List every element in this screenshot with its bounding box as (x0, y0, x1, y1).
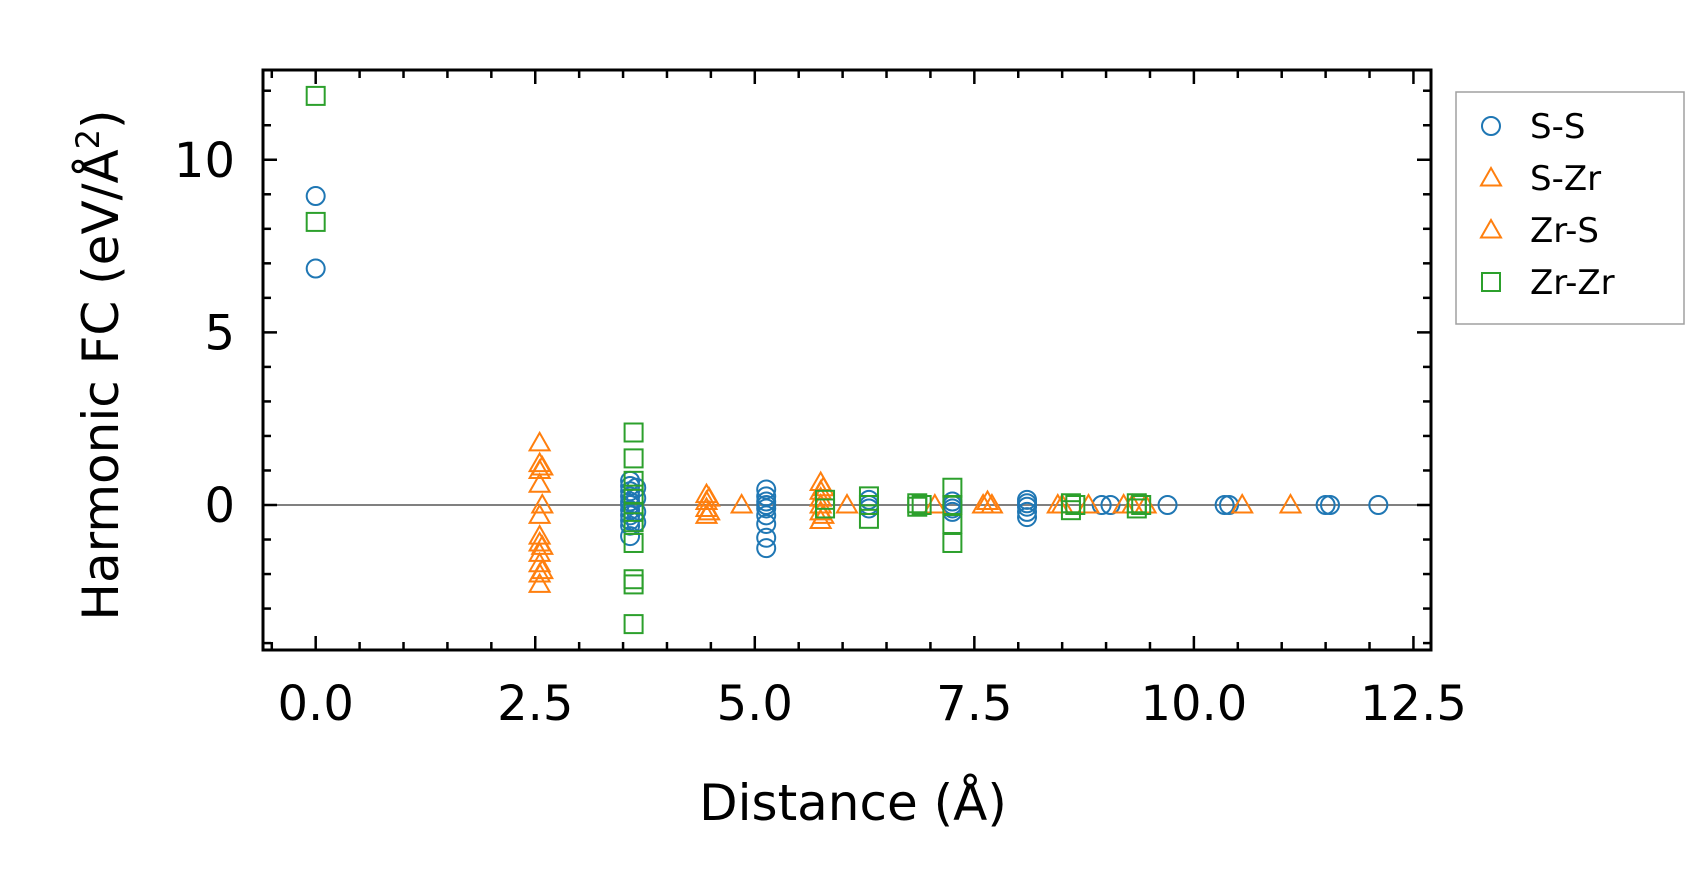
data-point (1100, 495, 1121, 515)
data-point (305, 85, 326, 106)
legend-entry: Zr-Zr (1481, 263, 1615, 303)
data-point (623, 448, 644, 469)
data-point (811, 475, 836, 497)
legend-marker (1481, 116, 1501, 136)
data-point (1230, 492, 1254, 514)
legend-marker (1479, 217, 1503, 239)
data-point (623, 532, 644, 553)
legend-label: Zr-Zr (1530, 263, 1615, 303)
legend-label: Zr-S (1530, 211, 1599, 251)
data-point (697, 499, 721, 521)
data-point (1278, 492, 1303, 514)
data-point (623, 470, 644, 491)
data-point (527, 503, 552, 524)
data-point (729, 492, 754, 514)
axis-ticks (263, 70, 1431, 650)
data-point (1157, 495, 1178, 515)
legend-marker (1479, 165, 1503, 187)
y-tick-label: 5 (204, 305, 235, 361)
data-point (620, 526, 641, 547)
y-tick-label: 10 (174, 133, 235, 189)
y-axis-label: Harmonic FC (eV/Å2) (69, 109, 130, 620)
series-s-s (305, 186, 1389, 559)
data-point (1214, 495, 1235, 515)
legend-entry: S-Zr (1479, 159, 1601, 199)
x-tick-label: 7.5 (936, 676, 1012, 732)
data-point (1017, 496, 1038, 517)
data-point (527, 572, 552, 593)
data-point (907, 496, 928, 517)
data-point (527, 430, 552, 452)
x-tick-label: 2.5 (497, 676, 573, 732)
data-point (858, 495, 879, 515)
data-point (911, 495, 932, 515)
data-point (942, 532, 963, 553)
plot-frame (261, 68, 1433, 652)
x-tick-label: 12.5 (1360, 676, 1467, 732)
data-point (1368, 495, 1389, 515)
legend-frame (1455, 91, 1685, 325)
data-point (1060, 500, 1081, 521)
y-tick-label: 0 (204, 478, 235, 534)
data-point (811, 503, 836, 524)
data-point (623, 574, 644, 595)
x-tick-label: 5.0 (717, 676, 793, 732)
data-point (756, 498, 777, 519)
data-point (1017, 501, 1038, 522)
data-point (527, 472, 552, 493)
legend-entry: Zr-S (1479, 211, 1599, 251)
data-point (756, 513, 777, 534)
legend-label: S-S (1530, 107, 1585, 147)
data-point (1126, 498, 1147, 519)
data-point (626, 477, 647, 498)
legend-label: S-Zr (1530, 159, 1601, 199)
data-point (923, 492, 947, 514)
data-point (530, 534, 554, 555)
series-zr-zr (305, 85, 1152, 635)
x-tick-label: 0.0 (278, 676, 354, 732)
data-point (697, 486, 721, 507)
data-point (623, 422, 644, 443)
data-point (1131, 495, 1152, 515)
data-point (756, 505, 777, 526)
legend-marker (1481, 272, 1501, 292)
data-point (1065, 495, 1086, 515)
y-axis-label-close: ) (72, 109, 130, 129)
data-point (835, 492, 859, 514)
data-point (1017, 507, 1038, 528)
legend: S-S S-Zr Zr-S Zr-Zr (1455, 91, 1685, 325)
y-axis-label-superscript: 2 (69, 129, 107, 149)
data-point (623, 501, 644, 522)
data-points (305, 85, 1389, 635)
legend-entry: S-S (1481, 107, 1585, 147)
y-axis-label-main: Harmonic FC (eV/Å (72, 149, 130, 620)
data-point (623, 512, 644, 533)
data-point (980, 492, 1004, 514)
x-axis-label: Distance (Å) (699, 774, 1007, 832)
data-point (305, 186, 326, 207)
data-point (815, 498, 836, 519)
data-point (530, 558, 554, 580)
data-point (530, 455, 554, 476)
data-point (756, 538, 777, 559)
data-point (1315, 495, 1336, 515)
data-point (858, 508, 879, 529)
data-point (527, 541, 552, 562)
data-point (975, 489, 1000, 511)
data-point (623, 614, 644, 635)
data-point (756, 527, 777, 548)
data-point (1091, 495, 1112, 515)
tick-labels: 0.0 2.5 5.0 7.5 10.0 12.5 0 5 10 (174, 133, 1467, 732)
data-point (623, 569, 644, 590)
data-point (527, 551, 552, 573)
data-point (305, 211, 326, 232)
data-point (1320, 495, 1341, 515)
data-point (530, 492, 554, 514)
data-point (305, 258, 326, 279)
x-tick-label: 10.0 (1140, 676, 1247, 732)
data-point (1219, 495, 1240, 515)
